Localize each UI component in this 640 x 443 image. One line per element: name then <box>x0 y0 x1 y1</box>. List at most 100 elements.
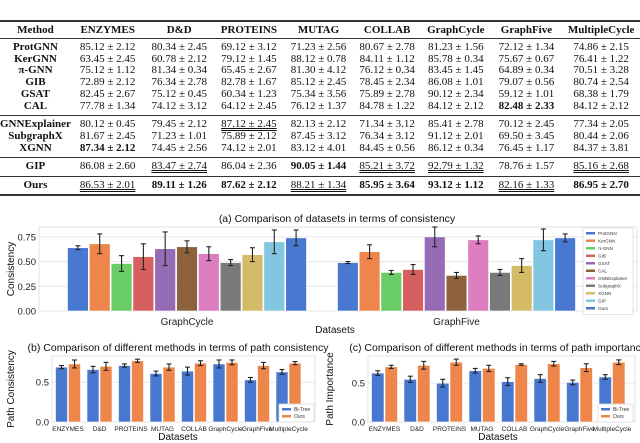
table-cell: 91.12 ± 2.01 <box>428 129 484 142</box>
table-cell: 85.41 ± 2.78 <box>428 118 484 131</box>
bar <box>118 365 131 423</box>
table-cell: 69.50 ± 3.45 <box>498 129 555 142</box>
table-row: XGNN 87.34 ± 2.12 74.45 ± 2.56 74.12 ± 2.01… <box>0 142 640 159</box>
table-cell: 86.12 ± 0.34 <box>420 142 491 159</box>
table-cell: 88.12 ± 0.78 <box>290 52 347 65</box>
x-tick-label: ENZYMES <box>52 426 84 433</box>
table-cell: 85.16 ± 2.68 <box>562 157 640 178</box>
table-cell: 84.12 ± 2.12 <box>420 100 491 117</box>
bar <box>380 272 402 312</box>
table-cell: 75.89 ± 2.12 <box>221 129 277 142</box>
legend-swatch <box>586 307 595 310</box>
table-header-row: Method ENZYMES D&D PROTEINS MUTAG COLLAB Graph… <box>0 20 640 39</box>
legend-swatch <box>586 247 595 250</box>
table-cell: 72.12 ± 1.34 <box>498 41 555 53</box>
table-cell: 78.45 ± 2.34 <box>359 76 415 89</box>
bar <box>445 275 468 312</box>
column-header: D&D <box>144 20 215 39</box>
table-cell: 85.21 ± 3.72 <box>353 157 421 178</box>
x-tick-label: MultipleCycle <box>593 426 632 433</box>
bar <box>285 237 307 312</box>
legend-swatch <box>586 277 595 280</box>
table-cell: 89.11 ± 1.26 <box>144 176 215 196</box>
table-cell: 76.34 ± 3.12 <box>359 129 415 142</box>
chart-title: (b) Comparison of different methods in t… <box>28 342 330 354</box>
table-cell: 86.04 ± 2.36 <box>214 157 284 178</box>
table-row: ProtGNN 85.12 ± 2.12 80.34 ± 2.45 69.12 ± 3… <box>0 39 640 54</box>
bar <box>566 382 580 423</box>
legend-label: KerGNN <box>598 239 615 244</box>
table-cell: 82.45 ± 2.67 <box>79 87 136 100</box>
table-cell: 92.79 ± 1.32 <box>420 157 491 178</box>
table-cell: 84.12 ± 2.12 <box>562 100 640 117</box>
x-tick-label: GraphFive <box>433 317 480 328</box>
bar <box>68 363 81 423</box>
legend-swatch <box>586 269 595 272</box>
bar <box>468 370 482 423</box>
x-tick-label: MultipleCycle <box>269 426 308 433</box>
table-cell: 64.89 ± 0.34 <box>498 64 555 77</box>
legend-swatch <box>282 415 291 418</box>
x-tick-label: GraphFive <box>242 426 273 433</box>
legend-label: Ours <box>294 414 305 420</box>
bar <box>579 367 593 423</box>
column-header: ENZYMES <box>70 20 145 39</box>
method-name: GSAT <box>20 87 51 100</box>
legend-label: CAL <box>598 269 607 274</box>
table-cell: 74.12 ± 3.12 <box>144 100 215 117</box>
x-tick-label: GraphCycle <box>208 426 243 433</box>
legend-swatch <box>586 284 595 287</box>
table-cell: 69.12 ± 3.12 <box>221 41 277 53</box>
method-name: XGNN <box>0 142 71 159</box>
table-cell: 60.78 ± 2.12 <box>151 52 207 65</box>
table-cell: 84.78 ± 1.22 <box>353 100 421 117</box>
table-cell: 85.12 ± 2.12 <box>79 41 136 53</box>
bar <box>212 363 226 423</box>
legend-swatch <box>586 299 595 302</box>
table-cell: 75.89 ± 2.78 <box>359 87 415 100</box>
table-cell: 81.30 ± 4.12 <box>290 64 347 77</box>
table-cell: 76.41 ± 1.22 <box>573 52 629 65</box>
legend-label: Ours <box>613 414 624 420</box>
bar <box>554 237 576 312</box>
method-name: GIP <box>0 157 71 178</box>
table-cell: 59.12 ± 1.01 <box>498 87 555 100</box>
table-row: GIB 72.89 ± 2.12 76.34 ± 2.78 82.78 ± 1.67 8… <box>0 76 640 89</box>
bar <box>86 369 100 423</box>
table-cell: 88.21 ± 1.34 <box>283 176 354 196</box>
y-tick-label: 0.25 <box>18 282 37 293</box>
table-cell: 75.12 ± 0.45 <box>151 87 207 100</box>
legend-swatch <box>601 415 610 418</box>
column-header: COLLAB <box>353 20 421 39</box>
table-cell: 75.34 ± 3.56 <box>290 87 347 100</box>
legend-label: GSAT <box>598 261 610 266</box>
method-name: ProtGNN <box>12 41 58 53</box>
bar <box>358 251 381 312</box>
bar <box>55 366 68 423</box>
bar <box>514 364 528 423</box>
bar <box>181 370 194 423</box>
method-name: CAL <box>0 100 71 117</box>
x-tick-label: GraphCycle <box>530 426 565 433</box>
table-cell: 82.13 ± 2.12 <box>290 118 347 131</box>
bar <box>482 368 496 423</box>
bar <box>225 362 239 423</box>
table-cell: 65.45 ± 2.67 <box>221 64 277 77</box>
table-cell: 75.67 ± 0.67 <box>498 52 555 65</box>
bar <box>489 272 511 312</box>
chart-title: (a) Comparison of datasets in terms of c… <box>219 213 456 225</box>
legend-label: XGNN <box>598 291 611 296</box>
method-name: GIB <box>25 76 46 89</box>
x-tick-label: GraphCycle <box>161 317 214 328</box>
table-cell: 86.08 ± 1.01 <box>428 76 484 89</box>
table-cell: 60.34 ± 1.23 <box>221 87 277 100</box>
table-cell: 80.44 ± 2.06 <box>573 129 629 142</box>
table-cell: 90.12 ± 2.34 <box>428 87 484 100</box>
table-cell: 87.34 ± 2.12 <box>70 142 145 159</box>
bar <box>176 246 198 312</box>
x-tick-label: MUTAG <box>151 426 174 433</box>
results-table: Method ENZYMES D&D PROTEINS MUTAG COLLAB Graph… <box>0 20 640 196</box>
bar <box>533 378 547 423</box>
table-row: GSAT 82.45 ± 2.67 75.12 ± 0.45 60.34 ± 1.23… <box>0 87 640 101</box>
